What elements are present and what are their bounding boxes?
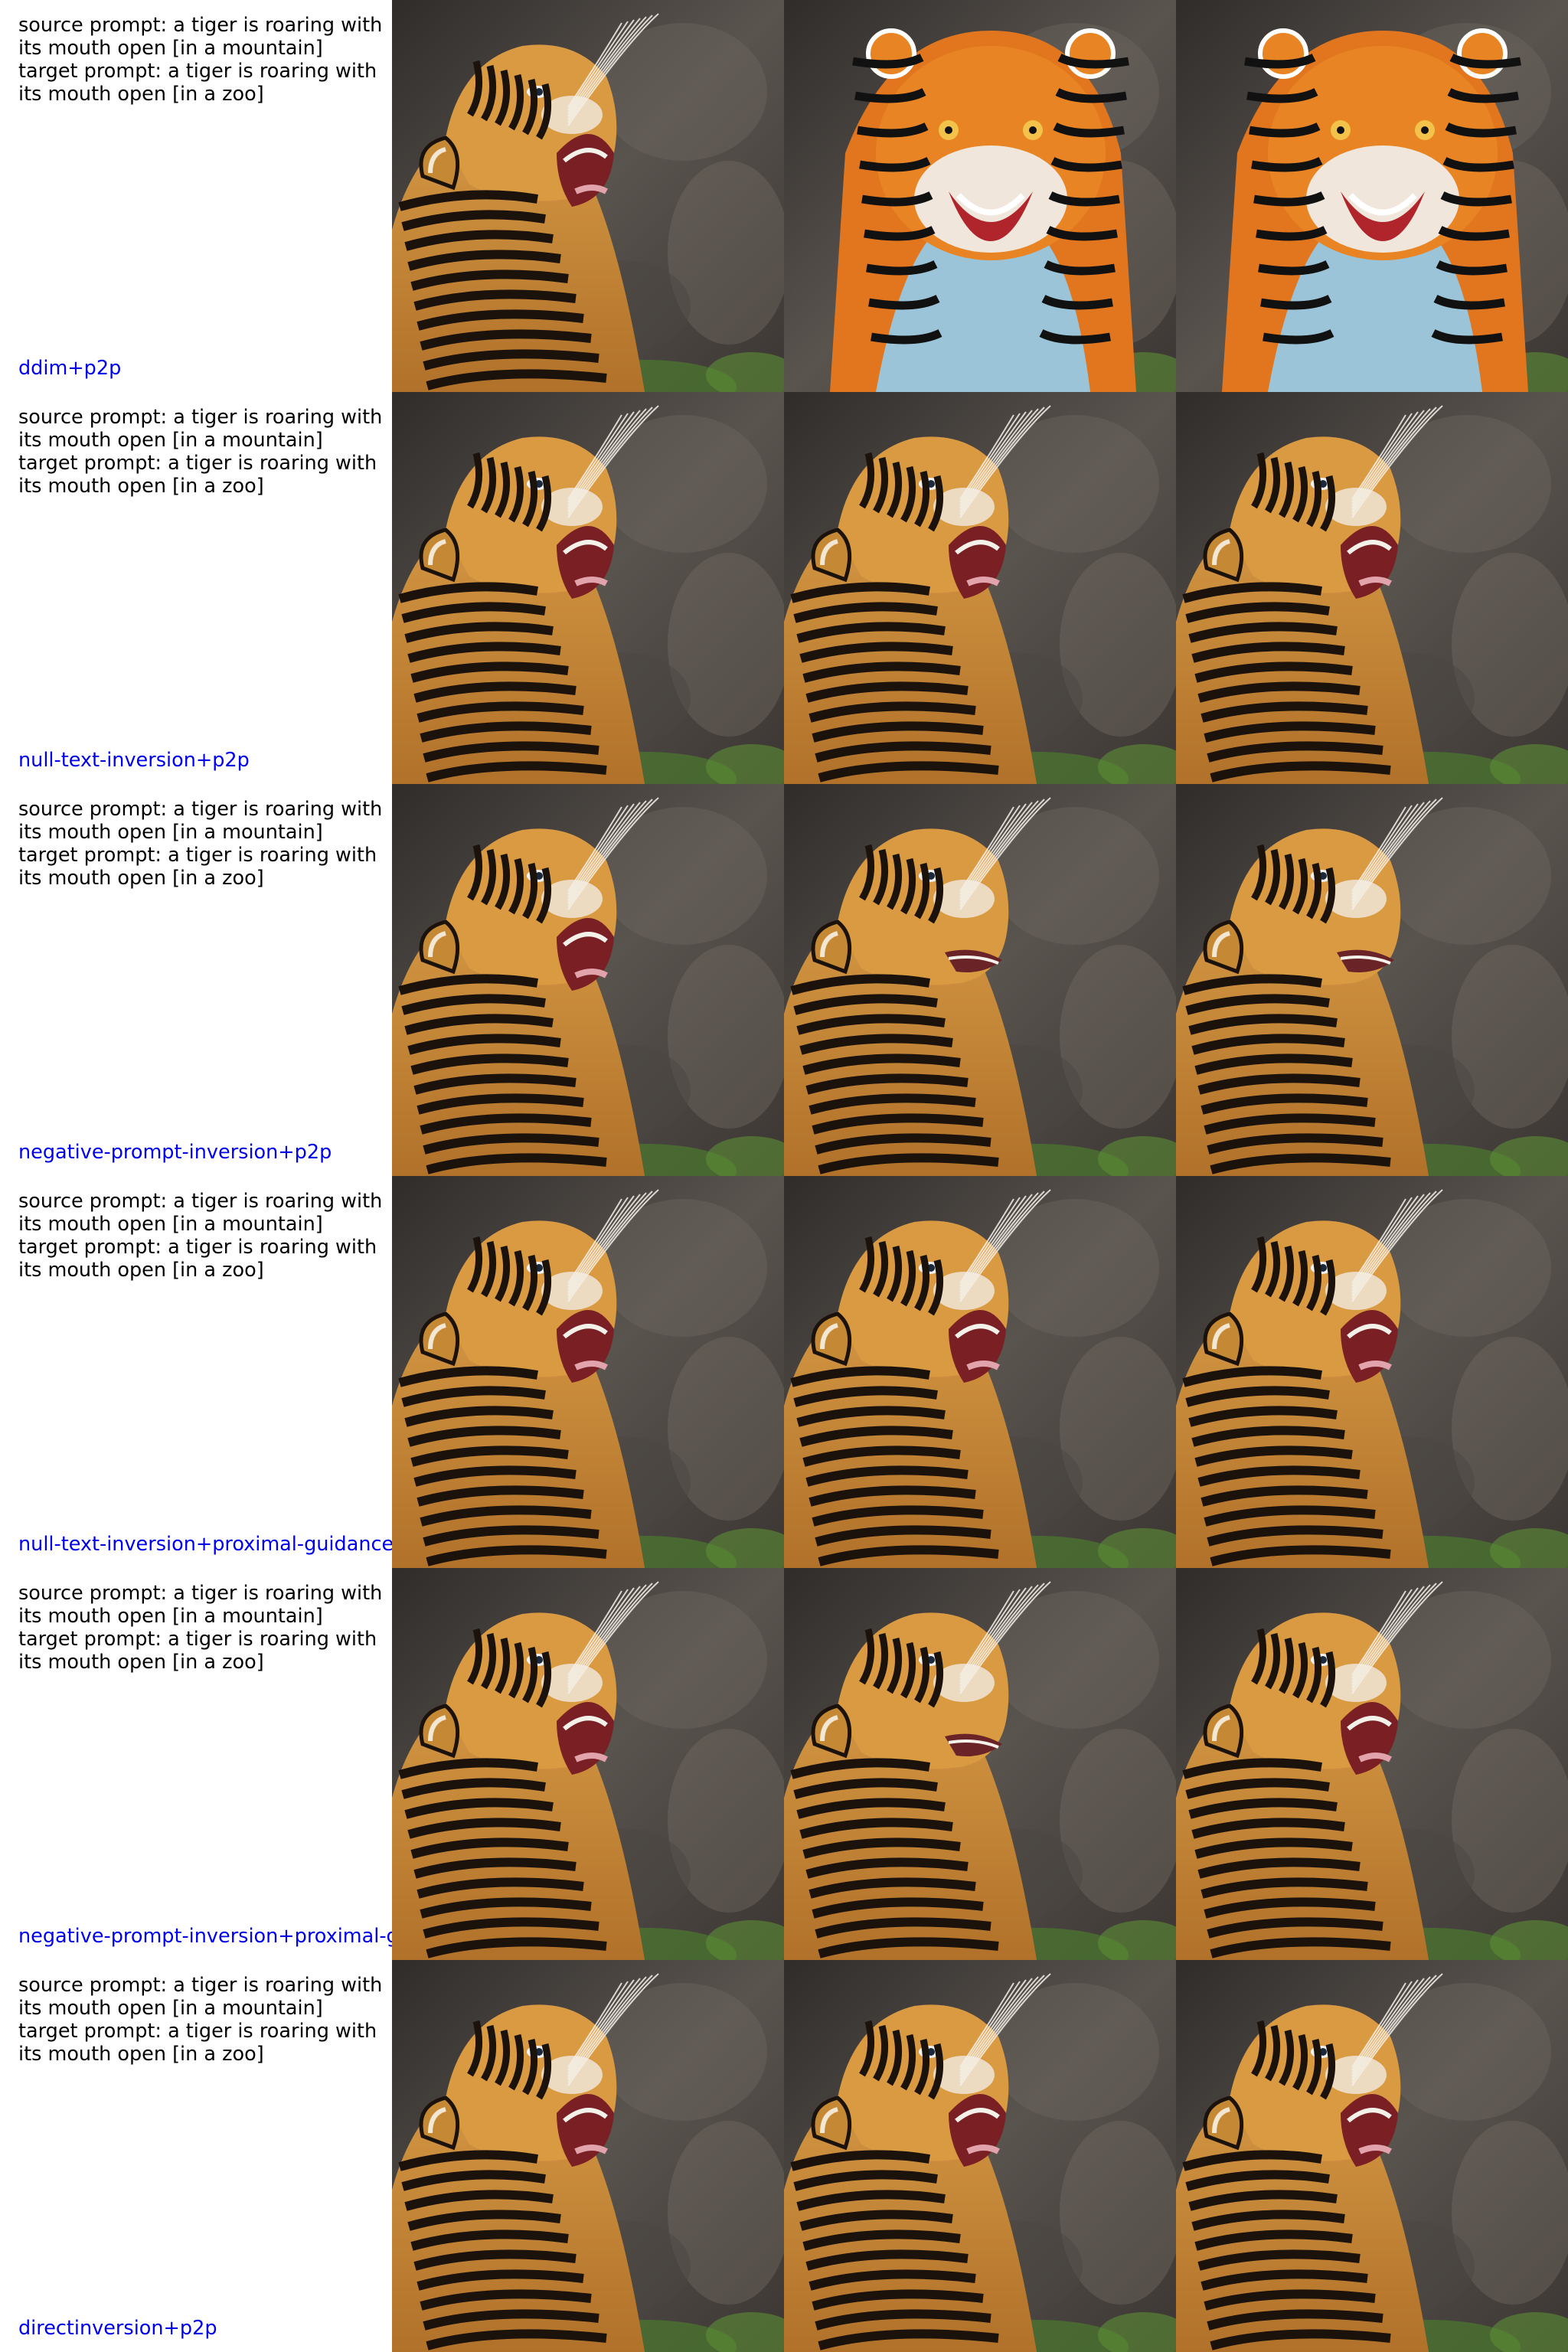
target-prompt: target prompt: a tiger is roaring with i… <box>18 1628 377 1674</box>
edited-image <box>1176 0 1568 392</box>
source-image <box>392 1568 784 1960</box>
source-image <box>392 1960 784 2352</box>
comparison-row: source prompt: a tiger is roaring with i… <box>0 1176 1568 1568</box>
row-caption: source prompt: a tiger is roaring with i… <box>0 0 392 392</box>
method-label: ddim+p2p <box>18 357 122 380</box>
source-prompt: source prompt: a tiger is roaring with i… <box>18 798 383 844</box>
source-prompt: source prompt: a tiger is roaring with i… <box>18 14 383 60</box>
row-caption: source prompt: a tiger is roaring with i… <box>0 392 392 784</box>
comparison-row: source prompt: a tiger is roaring with i… <box>0 0 1568 392</box>
prompt-text: source prompt: a tiger is roaring with i… <box>18 406 386 498</box>
comparison-row: source prompt: a tiger is roaring with i… <box>0 1960 1568 2352</box>
source-prompt: source prompt: a tiger is roaring with i… <box>18 1582 383 1628</box>
reconstruction-image <box>784 1960 1176 2352</box>
source-image <box>392 392 784 784</box>
prompt-text: source prompt: a tiger is roaring with i… <box>18 1974 386 2066</box>
target-prompt: target prompt: a tiger is roaring with i… <box>18 1236 377 1282</box>
edited-image <box>1176 1568 1568 1960</box>
row-caption: source prompt: a tiger is roaring with i… <box>0 1960 392 2352</box>
row-caption: source prompt: a tiger is roaring with i… <box>0 1176 392 1568</box>
target-prompt: target prompt: a tiger is roaring with i… <box>18 2020 377 2066</box>
method-label: negative-prompt-inversion+proximal-g <box>18 1925 392 1948</box>
target-prompt: target prompt: a tiger is roaring with i… <box>18 844 377 890</box>
prompt-text: source prompt: a tiger is roaring with i… <box>18 14 386 106</box>
comparison-row: source prompt: a tiger is roaring with i… <box>0 1568 1568 1960</box>
target-prompt: target prompt: a tiger is roaring with i… <box>18 452 377 498</box>
comparison-row: source prompt: a tiger is roaring with i… <box>0 392 1568 784</box>
target-prompt: target prompt: a tiger is roaring with i… <box>18 60 377 106</box>
source-prompt: source prompt: a tiger is roaring with i… <box>18 1974 383 2020</box>
reconstruction-image <box>784 392 1176 784</box>
source-prompt: source prompt: a tiger is roaring with i… <box>18 406 383 452</box>
reconstruction-image <box>784 1176 1176 1568</box>
prompt-text: source prompt: a tiger is roaring with i… <box>18 1582 386 1674</box>
row-caption: source prompt: a tiger is roaring with i… <box>0 784 392 1176</box>
method-label: negative-prompt-inversion+p2p <box>18 1141 332 1164</box>
reconstruction-image <box>784 1568 1176 1960</box>
edited-image <box>1176 784 1568 1176</box>
edited-image <box>1176 1176 1568 1568</box>
row-caption: source prompt: a tiger is roaring with i… <box>0 1568 392 1960</box>
edited-image <box>1176 392 1568 784</box>
prompt-text: source prompt: a tiger is roaring with i… <box>18 798 386 890</box>
method-label: null-text-inversion+proximal-guidance <box>18 1533 392 1556</box>
source-image <box>392 1176 784 1568</box>
source-image <box>392 0 784 392</box>
comparison-row: source prompt: a tiger is roaring with i… <box>0 784 1568 1176</box>
source-image <box>392 784 784 1176</box>
reconstruction-image <box>784 0 1176 392</box>
source-prompt: source prompt: a tiger is roaring with i… <box>18 1190 383 1236</box>
method-label: directinversion+p2p <box>18 2317 217 2340</box>
edited-image <box>1176 1960 1568 2352</box>
method-label: null-text-inversion+p2p <box>18 749 250 772</box>
prompt-text: source prompt: a tiger is roaring with i… <box>18 1190 386 1282</box>
reconstruction-image <box>784 784 1176 1176</box>
